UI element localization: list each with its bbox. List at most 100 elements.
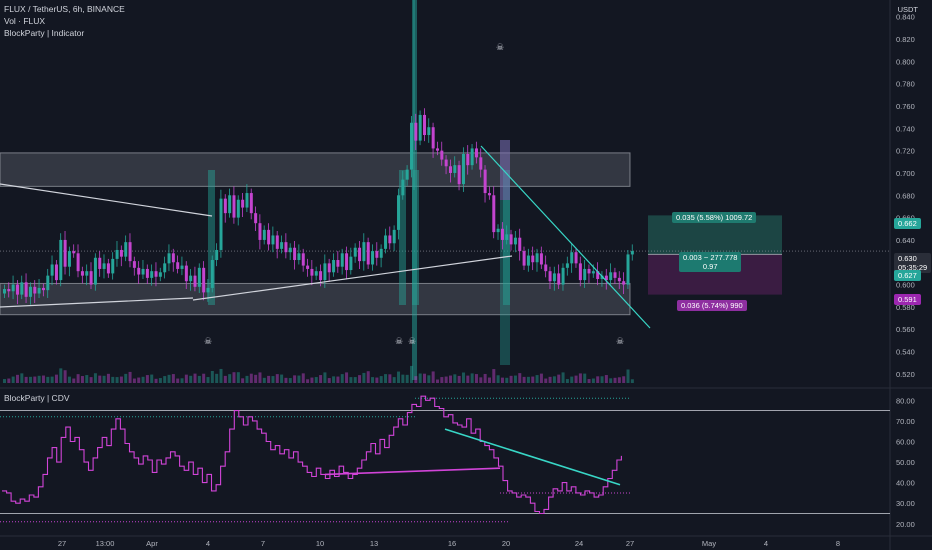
signal-column (208, 170, 215, 305)
candle (141, 268, 145, 275)
candle (474, 148, 478, 158)
target-info-badge[interactable]: 0.035 (5.58%) 1009.72 (672, 212, 757, 223)
volume-bar (236, 372, 240, 383)
volume-bar (622, 376, 626, 383)
volume-bar (444, 376, 448, 383)
volume-bar (28, 376, 32, 383)
volume-bar (37, 375, 41, 383)
zone-support (0, 282, 631, 316)
candle (531, 255, 535, 263)
volume-bar (7, 378, 11, 383)
candle (384, 235, 388, 249)
candle (163, 263, 167, 273)
candle (33, 286, 37, 294)
volume-bar (258, 372, 262, 383)
volume-bar (128, 371, 132, 383)
volume-bar (197, 375, 201, 383)
volume-bar (249, 373, 253, 383)
volume-bar (505, 377, 509, 383)
volume-bar (345, 372, 349, 383)
volume-bar (358, 375, 362, 383)
volume-bar (483, 373, 487, 383)
volume-bar (93, 373, 97, 383)
signal-column (500, 140, 510, 365)
stop-price-label: 0.591 (894, 294, 921, 305)
volume-bar (267, 375, 271, 383)
price-tick-label: 0.520 (896, 370, 915, 379)
candle (487, 193, 491, 196)
candle (565, 263, 569, 268)
volume-bar (448, 375, 452, 383)
symbol-legend[interactable]: FLUX / TetherUS, 6h, BINANCE (4, 4, 125, 14)
candle (7, 289, 11, 292)
volume-bar (85, 375, 89, 383)
volume-bar (193, 373, 197, 383)
time-tick-label: 8 (836, 539, 840, 548)
candle (297, 253, 301, 261)
volume-bar (371, 377, 375, 383)
volume-bar (115, 377, 119, 383)
volume-bar (570, 376, 574, 383)
currency-label: USDT (897, 5, 918, 14)
volume-bar (336, 376, 340, 383)
candle (280, 242, 284, 249)
volume-bar (487, 377, 491, 383)
candle (145, 268, 149, 278)
volume-legend[interactable]: Vol · FLUX (4, 16, 46, 26)
volume-bar (145, 375, 149, 383)
candle (72, 251, 76, 254)
cdv-pane-title[interactable]: BlockParty | CDV (4, 393, 70, 403)
candle (63, 239, 67, 267)
volume-bar (150, 374, 154, 383)
volume-bar (228, 374, 232, 383)
volume-bar (59, 368, 63, 383)
time-tick-label: 27 (626, 539, 634, 548)
price-tick-label: 0.600 (896, 281, 915, 290)
volume-bar (397, 371, 401, 383)
candle (293, 247, 297, 261)
volume-bar (509, 375, 513, 383)
volume-bar (436, 379, 439, 383)
volume-bar (457, 375, 461, 383)
volume-bar (301, 373, 305, 383)
candle (50, 264, 54, 276)
candle (323, 263, 327, 281)
candle (596, 271, 600, 279)
volume-bar (353, 377, 357, 383)
cdv-trendline (444, 428, 621, 486)
candle (76, 253, 80, 272)
candle (535, 253, 539, 263)
volume-bar (332, 376, 336, 383)
candle (111, 258, 115, 274)
volume-bar (630, 379, 634, 383)
candle (106, 263, 110, 274)
candle (241, 199, 245, 208)
candle (453, 165, 457, 173)
volume-bar (41, 375, 45, 383)
candle (154, 271, 158, 277)
ratio-info-badge[interactable]: 0.003 ~ 277.778 0.97 (679, 252, 742, 272)
candle (591, 271, 595, 274)
candle (513, 237, 517, 245)
candle (358, 247, 362, 262)
stop-info-badge[interactable]: 0.036 (5.74%) 990 (677, 300, 747, 311)
volume-bar (210, 371, 214, 383)
volume-bar (327, 378, 331, 383)
candle (375, 251, 379, 258)
candle (583, 268, 587, 281)
price-tick-label: 0.760 (896, 102, 915, 111)
candle (54, 264, 58, 281)
volume-bar (401, 374, 405, 383)
candle (3, 289, 6, 294)
candle (444, 159, 448, 167)
volume-bar (141, 376, 145, 383)
price-tick-label: 0.780 (896, 80, 915, 89)
bar-countdown: 05:35:29 (898, 263, 928, 272)
candle (301, 253, 305, 266)
volume-bar (423, 373, 427, 383)
indicator-legend[interactable]: BlockParty | Indicator (4, 28, 85, 38)
volume-bar (340, 374, 344, 383)
